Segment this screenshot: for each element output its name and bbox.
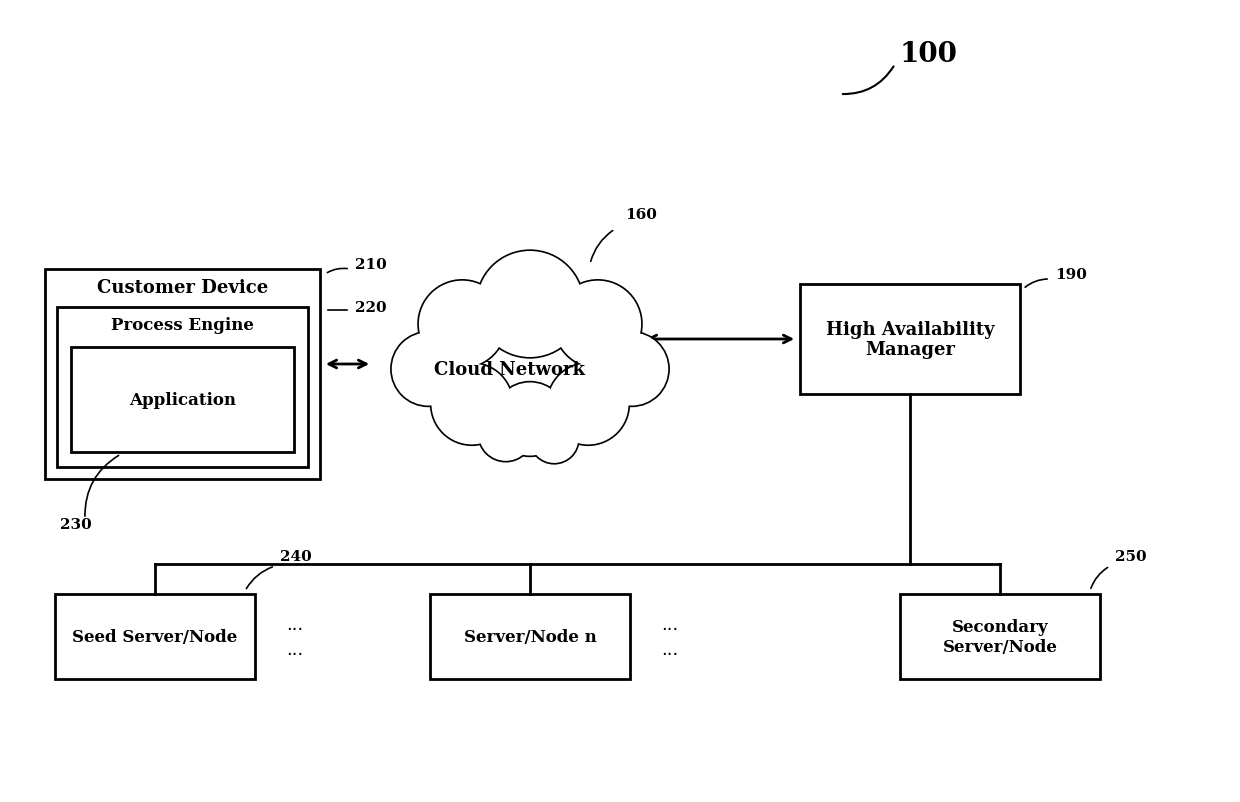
Circle shape [433, 365, 512, 444]
Circle shape [479, 407, 533, 461]
Bar [45, 269, 320, 480]
Circle shape [494, 383, 567, 456]
Circle shape [419, 282, 505, 367]
Circle shape [495, 383, 565, 456]
Text: Process Engine: Process Engine [112, 317, 254, 334]
Text: 210: 210 [355, 257, 387, 272]
Bar [55, 594, 255, 679]
Text: 160: 160 [625, 208, 657, 221]
Bar [430, 594, 630, 679]
Circle shape [477, 253, 583, 357]
Text: 100: 100 [900, 42, 957, 68]
Circle shape [556, 282, 640, 367]
Text: ...: ... [661, 615, 678, 633]
Circle shape [548, 365, 627, 444]
Circle shape [596, 334, 667, 405]
Text: Server/Node n: Server/Node n [464, 628, 596, 645]
Circle shape [531, 416, 578, 463]
Text: 230: 230 [60, 517, 92, 532]
Circle shape [392, 333, 465, 407]
Circle shape [419, 281, 506, 368]
Circle shape [476, 251, 583, 358]
Text: 190: 190 [1055, 268, 1087, 282]
Circle shape [393, 334, 464, 405]
Text: Application: Application [129, 391, 236, 408]
Circle shape [554, 281, 641, 368]
Text: ...: ... [661, 641, 678, 658]
Text: Customer Device: Customer Device [97, 278, 268, 297]
Text: 250: 250 [1115, 549, 1147, 563]
Bar [900, 594, 1100, 679]
Text: Seed Server/Node: Seed Server/Node [72, 628, 238, 645]
Text: Secondary
Server/Node: Secondary Server/Node [942, 618, 1058, 655]
Text: 220: 220 [355, 301, 387, 314]
Text: 240: 240 [280, 549, 311, 563]
Bar [57, 308, 308, 468]
Text: Cloud Network: Cloud Network [434, 361, 585, 379]
Text: ...: ... [286, 615, 304, 633]
Circle shape [432, 364, 512, 445]
Bar [800, 285, 1021, 395]
Text: High Availability
Manager: High Availability Manager [826, 320, 994, 359]
Circle shape [595, 333, 668, 407]
Bar [71, 347, 294, 452]
Circle shape [547, 364, 629, 445]
Circle shape [480, 408, 532, 460]
Text: ...: ... [286, 641, 304, 658]
Circle shape [529, 415, 578, 464]
